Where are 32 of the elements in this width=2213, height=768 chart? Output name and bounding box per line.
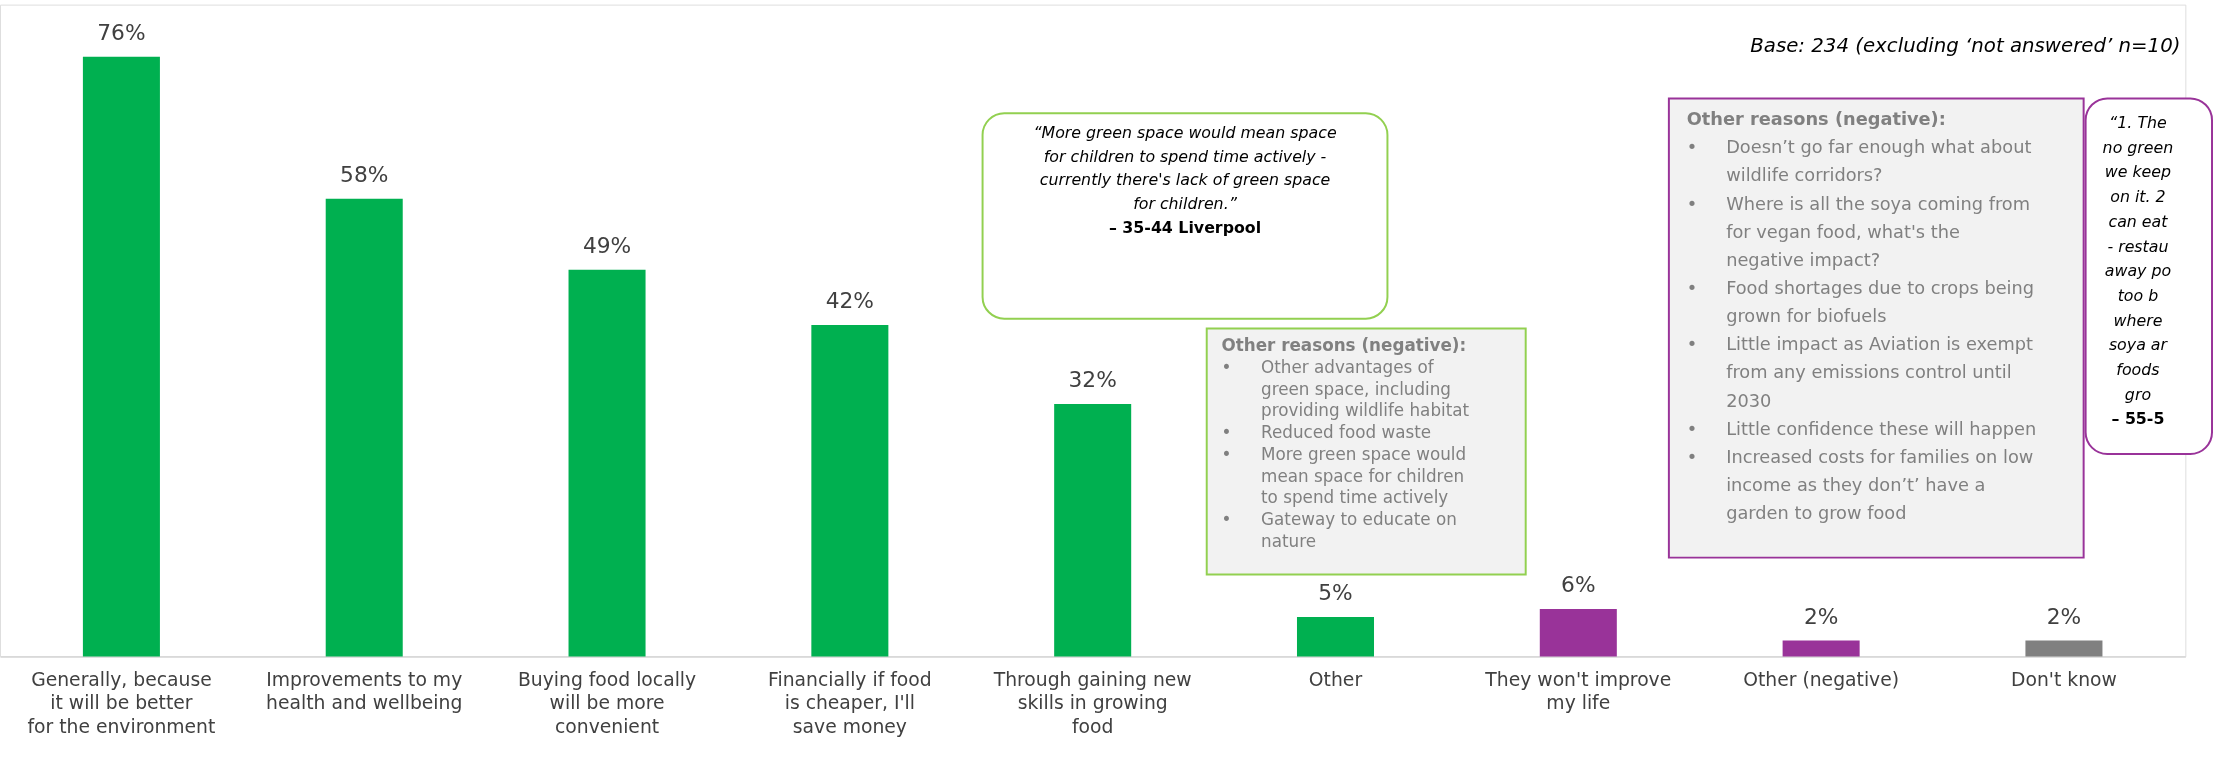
data-label: 2% <box>1803 603 1839 629</box>
text: “1. The no green we keep on it. 2 can eat - restau away po too b where soya ar foods gro – 55-5 <box>2102 113 2174 429</box>
annotation: Base: 234 (excluding ‘not answered’ n=10) <box>1750 34 2181 58</box>
bar <box>568 269 646 657</box>
x-tick-label: They won't improve my life <box>1484 668 1672 714</box>
data-label: 6% <box>1561 572 1596 598</box>
text: Other reasons (negative): • Other advantages of green space, including providing wildlife habitat • Reduced food waste • More green space would mean space for children to spend time actively • Gateway to educate on nature <box>1221 335 1470 551</box>
data-label: 2% <box>2046 603 2082 629</box>
text: Other reasons (negative): • Doesn’t go far enough what about wildlife corridors? • Where is all the soya coming from for vegan food, what's the negative impact? • Food shortages due to crops being grown for biofuels • Little impact as Aviation is exempt from any emissions control until 2030 • Little confidence these will happen • Increased costs for families on low income as they don’t’ have a garden to grow food <box>1686 109 2037 524</box>
bar <box>1782 640 1860 657</box>
x-tick-label: Other <box>1308 668 1363 690</box>
data-label: 58% <box>340 162 389 187</box>
x-tick-label: Through gaining new skills in growing food <box>992 668 1192 737</box>
bar <box>2025 640 2103 657</box>
data-label: 5% <box>1318 580 1353 606</box>
x-tick-label: Improvements to my health and wellbeing <box>266 668 463 714</box>
bar <box>1539 609 1617 657</box>
x-tick-label: Financially if food is cheaper, I'll save money <box>768 668 932 737</box>
bar <box>325 198 403 657</box>
data-label: 49% <box>582 233 632 258</box>
bar <box>82 56 160 657</box>
annotation: “More green space would mean space for children to spend time actively - currently there's lack of green space for children.” – 35-44 Liverpool <box>1033 122 1337 237</box>
data-label: 42% <box>825 288 874 314</box>
bar <box>1296 616 1374 657</box>
x-tick-label: Don't know <box>2011 668 2117 690</box>
data-label: 32% <box>1068 367 1117 393</box>
bar <box>1054 403 1132 657</box>
data-label: 76% <box>97 19 146 45</box>
x-tick-label: Buying food locally will be more convenient <box>517 668 697 737</box>
x-tick-label: Generally, because it will be better for the environment <box>27 668 216 737</box>
bar <box>811 325 889 657</box>
x-tick-label: Other (negative) <box>1743 668 1900 690</box>
